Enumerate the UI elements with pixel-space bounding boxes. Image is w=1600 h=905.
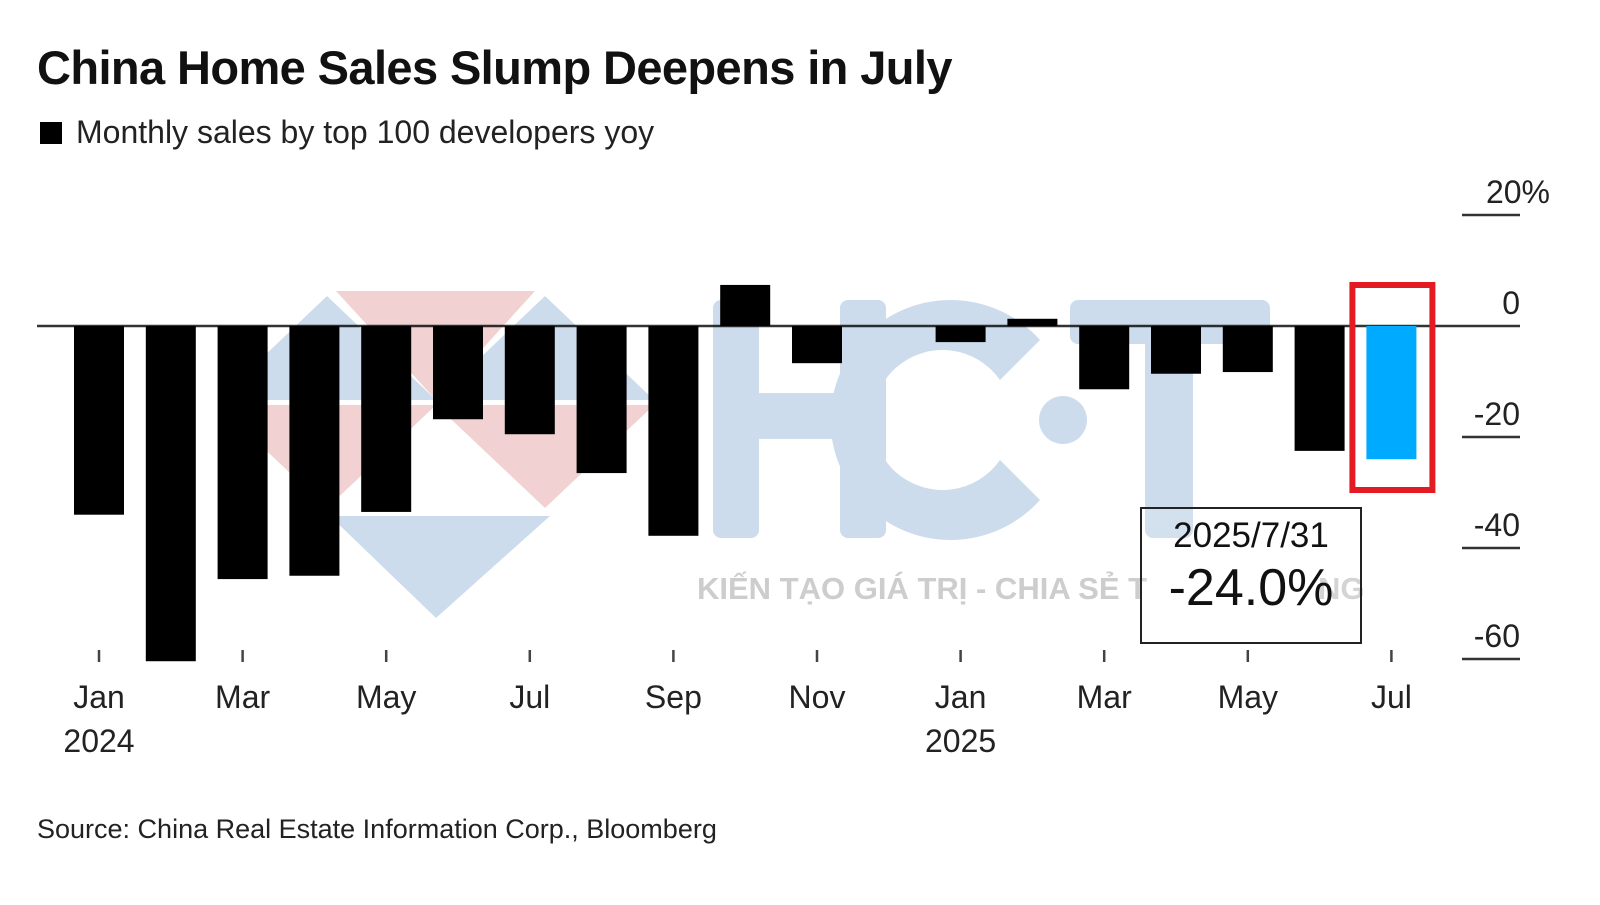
x-tick-label: Jan (73, 679, 125, 715)
watermark: KIẾN TẠO GIÁ TRỊ - CHIA SẺ T NG (218, 291, 1365, 618)
x-tick-label: May (1218, 679, 1278, 715)
bar: 2024-02: -60.4 (145, 326, 196, 662)
x-tick-label: Jan (935, 679, 987, 715)
x-tick-year-label: 2025 (925, 723, 996, 759)
watermark-triangle-blue-right (436, 296, 654, 400)
annotation-box (1140, 507, 1362, 644)
bar: 2024-01: -34 (74, 326, 124, 515)
annotation-date: 2025/7/31 (1173, 516, 1329, 555)
watermark-tagline: KIẾN TẠO GIÁ TRỊ - CHIA SẺ T (697, 571, 1147, 606)
y-tick-label: -60 (1474, 618, 1520, 654)
y-tick-label: -20 (1474, 396, 1520, 432)
bar: 2025-02: 1.3 (1007, 318, 1058, 326)
bar: 2025-06: -22.5 (1294, 326, 1345, 451)
watermark-hct-letters-icon (713, 300, 1270, 540)
annotation: 2025/7/31 -24.0% (1140, 507, 1362, 644)
x-tick-label: Jul (509, 679, 550, 715)
watermark-triangle-pink-left (218, 405, 436, 508)
x-tick-label: Sep (645, 679, 702, 715)
watermark-tagline-tail: NG (1318, 571, 1365, 606)
legend: Monthly sales by top 100 developers yoy (40, 114, 654, 151)
watermark-triangle-pink-top (336, 291, 535, 400)
legend-label: Monthly sales by top 100 developers yoy (76, 114, 655, 150)
y-tick-label: 20% (1486, 174, 1550, 210)
bar: 2024-11: -6.7 (792, 326, 842, 364)
x-tick-label: Mar (1077, 679, 1132, 715)
watermark-logo-icon (218, 291, 654, 618)
watermark-triangle-pink-right (436, 405, 654, 508)
watermark-triangle-blue-left (218, 296, 436, 400)
y-tick-label: -40 (1474, 507, 1520, 543)
highlight-box (1349, 282, 1436, 493)
y-tick-label: 0 (1502, 285, 1520, 321)
x-tick-label: May (356, 679, 416, 715)
bar: 2024-09: -37.8 (648, 326, 699, 536)
watermark-triangle-blue-bottom (330, 516, 550, 618)
bar-highlighted: 2025-07: -24 (1366, 326, 1417, 460)
x-axis: Jan 2024 Mar May Jul Sep Nov Jan 2025 Mar May Jul (63, 650, 1412, 759)
chart-title: China Home Sales Slump Deepens in July (37, 41, 952, 94)
x-tick-label: Jul (1371, 679, 1412, 715)
source-note: Source: China Real Estate Information Co… (37, 814, 717, 844)
x-tick-label: Nov (789, 679, 846, 715)
y-axis: 20% 0 -20 -40 -60 (1462, 174, 1550, 661)
x-tick-label: Mar (215, 679, 270, 715)
x-tick-year-label: 2024 (63, 723, 134, 759)
legend-swatch-icon (40, 121, 62, 144)
annotation-value: -24.0% (1169, 559, 1334, 617)
